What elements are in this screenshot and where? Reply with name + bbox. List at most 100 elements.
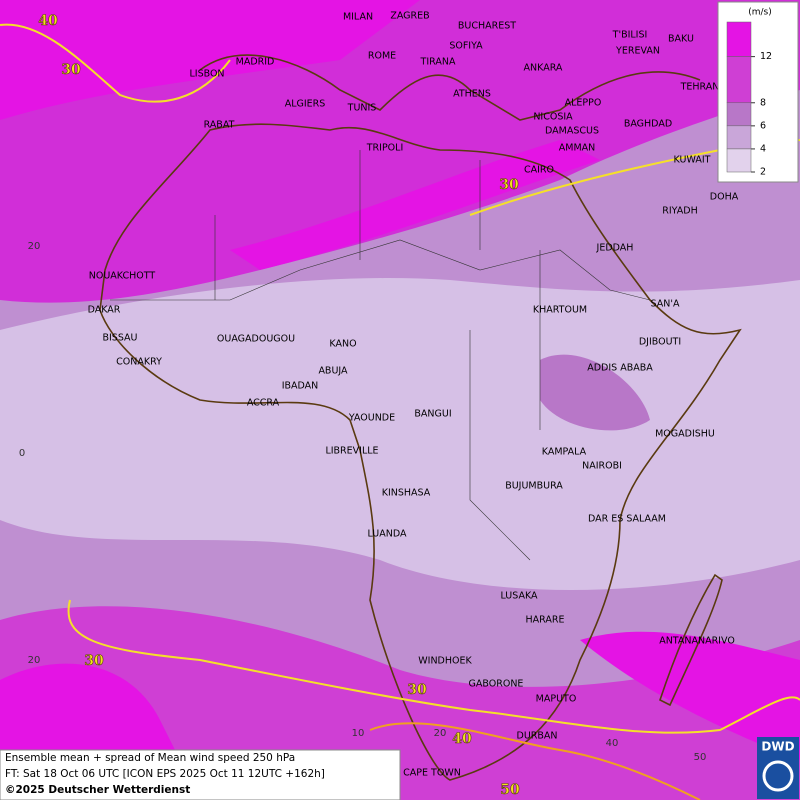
- jet-core: [230, 140, 600, 270]
- caption-line: FT: Sat 18 Oct 06 UTC [ICON EPS 2025 Oct…: [5, 768, 325, 780]
- city-label: MADRID: [236, 57, 275, 68]
- city-label: MOGADISHU: [655, 429, 715, 440]
- city-label: BUJUMBURA: [505, 481, 563, 492]
- caption-line: ©2025 Deutscher Wetterdienst: [5, 784, 190, 796]
- contour-label: 30: [499, 177, 519, 193]
- city-label: KHARTOUM: [533, 305, 587, 316]
- city-label: SOFIYA: [449, 41, 483, 52]
- city-label: NICOSIA: [533, 112, 573, 123]
- contour-label: 30: [407, 682, 427, 698]
- contour-label: 30: [61, 62, 81, 78]
- lat-label: 20: [28, 655, 41, 666]
- city-label: ACCRA: [247, 398, 280, 409]
- legend-tick-label: 12: [760, 51, 772, 62]
- calm-field: [0, 278, 800, 590]
- city-label: GABORONE: [469, 679, 524, 690]
- legend-tick-label: 8: [760, 97, 766, 108]
- city-label: DAR ES SALAAM: [588, 514, 666, 525]
- city-label: IBADAN: [282, 381, 319, 392]
- city-label: RABAT: [204, 120, 235, 131]
- city-label: CAPE TOWN: [403, 768, 461, 779]
- city-label: TRIPOLI: [366, 143, 404, 154]
- city-label: RIYADH: [662, 206, 697, 217]
- city-label: LISBON: [189, 69, 224, 80]
- city-label: DAKAR: [88, 305, 121, 316]
- city-label: WINDHOEK: [418, 656, 472, 667]
- city-label: ADDIS ABABA: [587, 363, 653, 374]
- contour-label: 50: [500, 782, 520, 798]
- contour-label: 40: [452, 731, 472, 747]
- contour-label: 40: [38, 13, 58, 29]
- city-label: KUWAIT: [674, 155, 711, 166]
- city-label: DURBAN: [517, 731, 558, 742]
- city-label: OUAGADOUGOU: [217, 334, 295, 345]
- legend-band: [726, 102, 752, 127]
- legend-unit: (m/s): [748, 8, 772, 18]
- city-label: ABUJA: [318, 366, 348, 377]
- city-label: BUCHAREST: [458, 21, 516, 32]
- isotachs-40: [369, 722, 701, 801]
- city-label: YAOUNDE: [348, 413, 395, 424]
- legend: (m/s) 12 8 6 4 2: [717, 1, 799, 183]
- jet-core: [0, 0, 420, 120]
- south-jet-core: [580, 631, 800, 760]
- city-label: AMMAN: [559, 143, 596, 154]
- city-label: LUSAKA: [500, 591, 538, 602]
- city-label: ALGIERS: [285, 99, 326, 110]
- logo-text: DWD: [761, 740, 794, 754]
- caption-line: Ensemble mean + spread of Mean wind spee…: [5, 752, 295, 764]
- legend-band: [726, 125, 752, 150]
- city-label: KANO: [329, 339, 356, 350]
- city-label: TUNIS: [347, 103, 377, 114]
- legend-band: [726, 148, 752, 173]
- city-label: ANKARA: [524, 63, 563, 74]
- lon-label: 10: [352, 728, 365, 739]
- legend-band: [726, 56, 752, 104]
- field-patch: [540, 354, 650, 431]
- city-label: DAMASCUS: [545, 126, 599, 137]
- city-label: NOUAKCHOTT: [89, 271, 156, 282]
- city-label: DOHA: [710, 192, 739, 203]
- city-label: DJIBOUTI: [639, 337, 681, 348]
- city-label: ATHENS: [453, 89, 491, 100]
- city-label: T'BILISI: [612, 30, 648, 41]
- city-label: MAPUTO: [536, 694, 577, 705]
- city-label: LUANDA: [367, 529, 407, 540]
- coastlines: [99, 54, 742, 781]
- city-label: KAMPALA: [542, 447, 587, 458]
- city-label: LIBREVILLE: [325, 446, 378, 457]
- city-label: BANGUI: [414, 409, 451, 420]
- city-label: TEHRAN: [680, 82, 720, 93]
- city-label: ANTANANARIVO: [659, 636, 735, 647]
- lat-label: 20: [28, 241, 41, 252]
- legend-band: [726, 21, 752, 57]
- legend-tick-label: 6: [760, 120, 766, 131]
- city-label: JEDDAH: [596, 243, 634, 254]
- contour-label: 30: [84, 653, 104, 669]
- lon-label: 40: [606, 738, 619, 749]
- city-label: ROME: [368, 51, 396, 62]
- city-label: ZAGREB: [390, 11, 429, 22]
- city-label: CONAKRY: [116, 357, 162, 368]
- city-label: MILAN: [343, 12, 373, 23]
- lon-label: 20: [434, 728, 447, 739]
- legend-tick-label: 4: [760, 143, 766, 154]
- legend-tick-label: 2: [760, 167, 766, 178]
- city-label: KINSHASA: [382, 488, 431, 499]
- logo-swirl: [762, 760, 794, 792]
- lon-label: 50: [694, 752, 707, 763]
- city-label: NAIROBI: [582, 461, 622, 472]
- borders: [110, 150, 651, 561]
- city-label: TIRANA: [420, 57, 456, 68]
- city-label: CAIRO: [524, 165, 554, 176]
- city-label: SAN'A: [651, 299, 680, 310]
- lat-label: 0: [19, 448, 25, 459]
- isotachs: [0, 23, 800, 734]
- city-label: ALEPPO: [565, 98, 602, 109]
- city-label: BAKU: [668, 34, 694, 45]
- city-label: BAGHDAD: [624, 119, 672, 130]
- city-label: YEREVAN: [615, 46, 660, 57]
- city-label: BISSAU: [102, 333, 137, 344]
- city-label: HARARE: [526, 615, 565, 626]
